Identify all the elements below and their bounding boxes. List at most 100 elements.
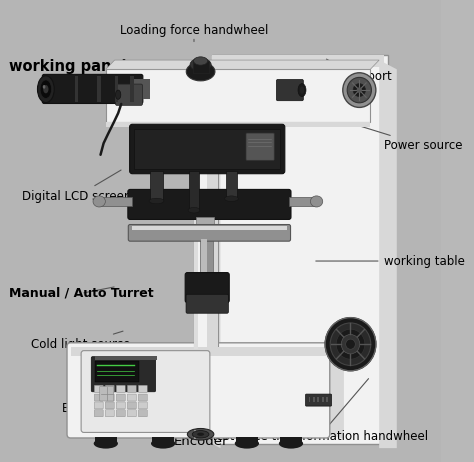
Text: Cold light source: Cold light source <box>31 331 130 351</box>
Bar <box>132 226 287 230</box>
Bar <box>135 129 280 169</box>
Bar <box>326 397 328 402</box>
FancyBboxPatch shape <box>94 402 103 409</box>
Text: Loading force handwheel: Loading force handwheel <box>120 24 268 42</box>
FancyBboxPatch shape <box>138 394 147 401</box>
Ellipse shape <box>40 80 52 98</box>
Text: working table: working table <box>316 255 465 267</box>
Ellipse shape <box>193 57 208 65</box>
Polygon shape <box>106 122 370 127</box>
Ellipse shape <box>300 86 304 94</box>
Ellipse shape <box>94 438 118 449</box>
Bar <box>193 61 209 73</box>
FancyBboxPatch shape <box>138 385 147 392</box>
Text: Test force transformation handwheel: Test force transformation handwheel <box>210 379 428 443</box>
Text: Manual / Auto Turret: Manual / Auto Turret <box>9 287 154 300</box>
Bar <box>200 239 213 279</box>
Ellipse shape <box>235 438 259 449</box>
Ellipse shape <box>43 85 46 89</box>
Ellipse shape <box>356 87 362 93</box>
Ellipse shape <box>149 198 164 204</box>
Ellipse shape <box>346 339 356 349</box>
Ellipse shape <box>336 329 365 359</box>
FancyBboxPatch shape <box>94 410 103 417</box>
Bar <box>95 356 156 360</box>
Bar <box>201 239 207 279</box>
Text: Digital LCD screen: Digital LCD screen <box>22 170 131 203</box>
FancyBboxPatch shape <box>185 273 229 303</box>
FancyBboxPatch shape <box>94 394 103 401</box>
Bar <box>236 437 258 443</box>
Bar <box>194 109 218 349</box>
FancyBboxPatch shape <box>100 386 114 401</box>
FancyBboxPatch shape <box>117 394 125 401</box>
Ellipse shape <box>93 196 105 207</box>
Ellipse shape <box>347 78 372 103</box>
Polygon shape <box>211 55 220 448</box>
Ellipse shape <box>279 438 303 449</box>
Polygon shape <box>379 60 397 448</box>
Ellipse shape <box>310 196 323 207</box>
Bar <box>99 197 132 206</box>
FancyBboxPatch shape <box>128 402 136 409</box>
FancyBboxPatch shape <box>105 385 114 392</box>
Bar <box>130 76 134 102</box>
FancyBboxPatch shape <box>117 410 125 417</box>
FancyBboxPatch shape <box>105 394 114 401</box>
FancyBboxPatch shape <box>117 385 125 392</box>
FancyBboxPatch shape <box>306 394 331 406</box>
FancyBboxPatch shape <box>67 343 330 438</box>
Ellipse shape <box>37 76 54 103</box>
FancyBboxPatch shape <box>117 402 125 409</box>
Ellipse shape <box>341 334 360 354</box>
Bar <box>150 171 163 201</box>
Bar <box>115 76 118 102</box>
Bar <box>194 109 199 349</box>
FancyBboxPatch shape <box>138 402 147 409</box>
Polygon shape <box>106 60 379 69</box>
Bar <box>194 430 196 439</box>
Text: Power source: Power source <box>351 123 462 152</box>
FancyBboxPatch shape <box>81 351 210 432</box>
FancyBboxPatch shape <box>129 124 285 174</box>
Bar <box>280 437 302 443</box>
Text: Encoder: Encoder <box>173 398 228 448</box>
Bar <box>132 79 150 99</box>
Polygon shape <box>326 351 344 439</box>
Ellipse shape <box>43 85 48 93</box>
Ellipse shape <box>190 58 211 71</box>
FancyBboxPatch shape <box>116 84 142 105</box>
Bar <box>95 361 139 382</box>
Ellipse shape <box>116 90 121 99</box>
Polygon shape <box>211 55 388 444</box>
Text: working panel: working panel <box>9 60 126 84</box>
Polygon shape <box>71 346 326 356</box>
FancyBboxPatch shape <box>128 225 291 241</box>
Ellipse shape <box>225 196 238 201</box>
Bar <box>313 397 315 402</box>
Bar <box>97 76 100 102</box>
Ellipse shape <box>197 432 204 436</box>
Ellipse shape <box>325 318 376 371</box>
FancyBboxPatch shape <box>42 74 143 103</box>
FancyBboxPatch shape <box>128 394 136 401</box>
Ellipse shape <box>186 62 215 81</box>
Polygon shape <box>106 69 370 122</box>
FancyBboxPatch shape <box>94 385 103 392</box>
FancyBboxPatch shape <box>186 294 228 313</box>
FancyBboxPatch shape <box>128 385 136 392</box>
Ellipse shape <box>298 84 306 97</box>
Ellipse shape <box>192 431 209 438</box>
Ellipse shape <box>187 429 214 440</box>
FancyBboxPatch shape <box>105 402 114 409</box>
Bar <box>226 171 237 199</box>
Bar <box>322 397 324 402</box>
Ellipse shape <box>151 438 175 449</box>
Ellipse shape <box>343 73 376 108</box>
FancyBboxPatch shape <box>128 410 136 417</box>
Bar <box>95 437 117 443</box>
Polygon shape <box>211 55 383 67</box>
FancyBboxPatch shape <box>276 79 303 101</box>
Bar <box>207 111 218 346</box>
FancyBboxPatch shape <box>246 133 274 160</box>
